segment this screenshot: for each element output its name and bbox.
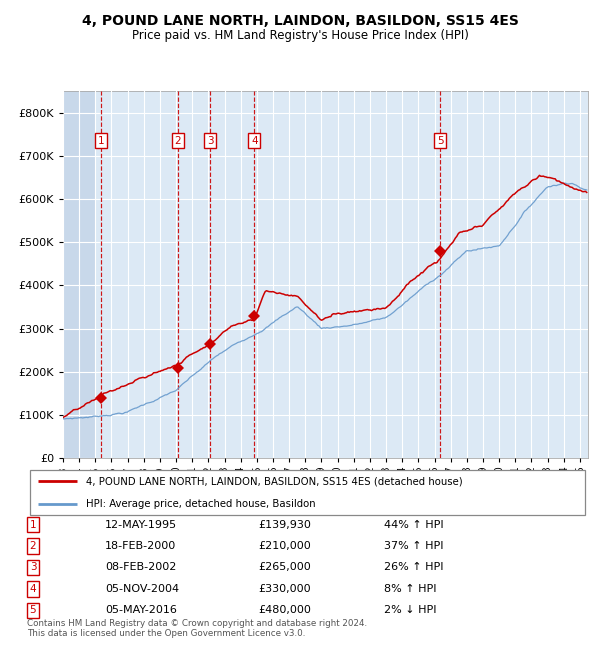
Text: HPI: Average price, detached house, Basildon: HPI: Average price, detached house, Basi… <box>86 499 316 508</box>
Text: 4, POUND LANE NORTH, LAINDON, BASILDON, SS15 4ES: 4, POUND LANE NORTH, LAINDON, BASILDON, … <box>82 14 518 29</box>
Text: 3: 3 <box>29 562 37 573</box>
Text: £330,000: £330,000 <box>258 584 311 594</box>
Text: 4: 4 <box>29 584 37 594</box>
Bar <box>63 91 95 458</box>
FancyBboxPatch shape <box>30 470 585 515</box>
Text: 05-NOV-2004: 05-NOV-2004 <box>105 584 179 594</box>
Text: £480,000: £480,000 <box>258 605 311 616</box>
Text: Price paid vs. HM Land Registry's House Price Index (HPI): Price paid vs. HM Land Registry's House … <box>131 29 469 42</box>
Text: £265,000: £265,000 <box>258 562 311 573</box>
Text: 5: 5 <box>29 605 37 616</box>
Text: 37% ↑ HPI: 37% ↑ HPI <box>384 541 443 551</box>
Text: 08-FEB-2002: 08-FEB-2002 <box>105 562 176 573</box>
Text: 8% ↑ HPI: 8% ↑ HPI <box>384 584 437 594</box>
Text: 1: 1 <box>29 519 37 530</box>
Text: £139,930: £139,930 <box>258 519 311 530</box>
Text: 05-MAY-2016: 05-MAY-2016 <box>105 605 177 616</box>
Text: 12-MAY-1995: 12-MAY-1995 <box>105 519 177 530</box>
Text: 4, POUND LANE NORTH, LAINDON, BASILDON, SS15 4ES (detached house): 4, POUND LANE NORTH, LAINDON, BASILDON, … <box>86 476 463 486</box>
Text: 26% ↑ HPI: 26% ↑ HPI <box>384 562 443 573</box>
Text: 4: 4 <box>251 136 257 146</box>
Text: 2: 2 <box>29 541 37 551</box>
Text: Contains HM Land Registry data © Crown copyright and database right 2024.
This d: Contains HM Land Registry data © Crown c… <box>27 619 367 638</box>
Text: 2: 2 <box>175 136 181 146</box>
Text: 5: 5 <box>437 136 443 146</box>
Text: £210,000: £210,000 <box>258 541 311 551</box>
Text: 2% ↓ HPI: 2% ↓ HPI <box>384 605 437 616</box>
Text: 3: 3 <box>206 136 214 146</box>
Text: 18-FEB-2000: 18-FEB-2000 <box>105 541 176 551</box>
Text: 1: 1 <box>98 136 104 146</box>
Text: 44% ↑ HPI: 44% ↑ HPI <box>384 519 443 530</box>
